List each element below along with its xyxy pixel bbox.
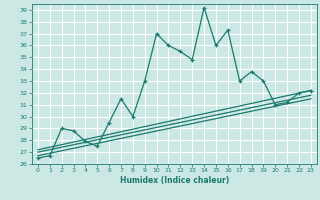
X-axis label: Humidex (Indice chaleur): Humidex (Indice chaleur): [120, 176, 229, 185]
